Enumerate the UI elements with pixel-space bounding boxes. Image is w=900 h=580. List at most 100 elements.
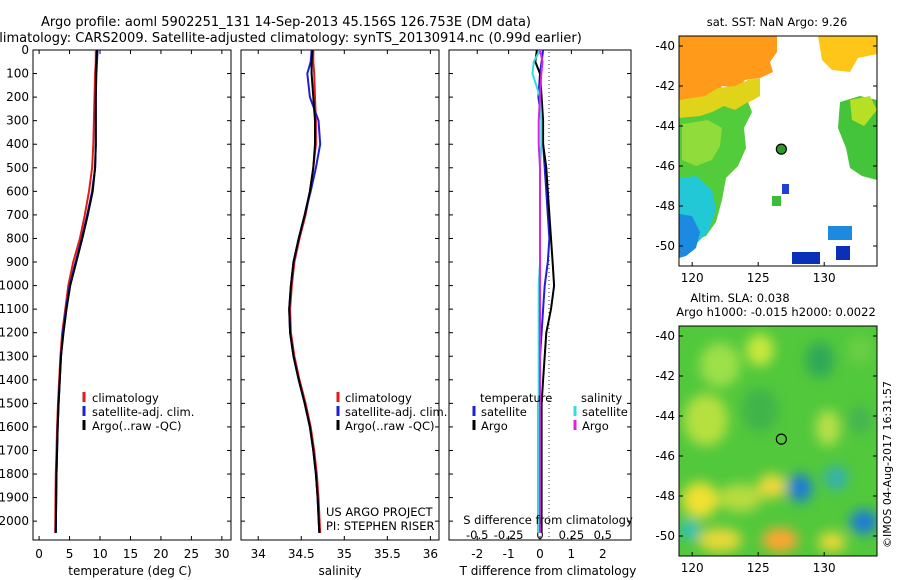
map-x-tick-label: 125 <box>747 271 770 285</box>
legend-title-temperature: temperature <box>480 391 552 405</box>
depth-tick-label: 400 <box>6 137 29 151</box>
map-y-tick-label: -42 <box>655 369 675 383</box>
sla-map-title: Altim. SLA: 0.038 <box>690 291 789 305</box>
salinity-depth-ticks <box>241 49 439 522</box>
sla-blob <box>742 388 778 432</box>
sst-warm-patch-right <box>818 36 877 72</box>
map-x-tick-label: 120 <box>681 561 704 575</box>
x-tick-label: -2 <box>471 547 483 561</box>
sla-blob <box>684 394 728 446</box>
sla-blob <box>758 474 786 498</box>
map-x-tick-label: 125 <box>747 561 770 575</box>
depth-tick-label: 1500 <box>0 396 29 410</box>
argo-position-marker <box>775 143 787 155</box>
map-y-tick-label: -42 <box>655 79 675 93</box>
x-tick-label: 15 <box>123 547 138 561</box>
x-tick-label: 10 <box>92 547 107 561</box>
map-x-tick-label: 120 <box>681 271 704 285</box>
legend-label-satellite: satellite-adj. clim. <box>92 405 194 419</box>
x-tick-label: 5 <box>66 547 74 561</box>
legend-label-s-satellite: satellite <box>582 405 628 419</box>
depth-tick-label: 0 <box>21 43 29 57</box>
sst-pixel-e <box>836 246 850 260</box>
x-tick-label: 0 <box>35 547 43 561</box>
depth-tick-label: 1100 <box>0 302 29 316</box>
map-y-tick-label: -50 <box>655 529 675 543</box>
s-diff-tick-label: 0 <box>536 528 543 542</box>
depth-tick-label: 2000 <box>0 514 29 528</box>
sla-blob <box>824 466 848 490</box>
legend-label-argo: Argo(..raw -QC) <box>92 419 182 433</box>
depth-tick-label: 1900 <box>0 491 29 505</box>
pi-annotation: PI: STEPHEN RISER <box>326 519 435 533</box>
map-y-tick-label: -50 <box>655 239 675 253</box>
sst-pixel-c <box>828 226 852 240</box>
imos-timestamp: ©IMOS 04-Aug-2017 16:31:57 <box>881 381 894 548</box>
sla-blob <box>806 342 834 378</box>
legend-label-climatology: climatology <box>345 391 412 405</box>
map-y-tick-label: -48 <box>655 489 675 503</box>
temperature-xlabel: temperature (deg C) <box>68 564 191 578</box>
sla-blob <box>848 406 872 434</box>
difference-lines <box>531 50 556 533</box>
depth-axis: 0 100 200 300 400 500 600 700 800 900 1000 1100 1200… <box>0 43 231 528</box>
x-tick-label: 0 <box>536 547 544 561</box>
map-x-tick-label: 130 <box>813 561 836 575</box>
depth-tick-label: 1700 <box>0 443 29 457</box>
sla-blobs <box>680 334 877 552</box>
sst-pixel-d <box>792 252 820 264</box>
s-difference-label: S difference from climatology <box>463 513 633 527</box>
sla-blob <box>848 336 872 364</box>
sla-blob <box>682 482 718 518</box>
x-tick-label: 1 <box>568 547 576 561</box>
temperature-legend: climatology satellite-adj. clim. Argo(..… <box>82 391 194 433</box>
sla-blob <box>698 528 742 552</box>
x-tick-label: 34 <box>251 547 266 561</box>
temperature-panel: 0100200300400500600700800900100011001200… <box>0 43 232 578</box>
t-difference-label: T difference from climatology <box>459 564 637 578</box>
legend-title-salinity: salinity <box>581 391 622 405</box>
x-tick-label: 34.5 <box>288 547 315 561</box>
map-y-tick-label: -40 <box>655 329 675 343</box>
s-diff-tick-label: 0.25 <box>559 528 585 542</box>
sla-map-frame <box>678 325 878 557</box>
depth-tick-label: 500 <box>6 161 29 175</box>
legend-label-argo: Argo(..raw -QC) <box>345 419 435 433</box>
project-annotation: US ARGO PROJECT <box>326 505 434 519</box>
difference-legend: temperature satellite Argo salinity sate… <box>472 391 628 433</box>
figure-title-line2: Climatology: CARS2009. Satellite-adjuste… <box>0 31 582 46</box>
x-tick-label: 25 <box>184 547 199 561</box>
sst-light-green <box>682 120 722 166</box>
sst-map-axes: 120 125 130 -40 -42 -44 -46 -48 -50 <box>655 39 877 285</box>
map-x-tick-label: 130 <box>813 271 836 285</box>
sla-blob <box>746 334 774 366</box>
depth-tick-label: 1300 <box>0 349 29 363</box>
depth-tick-label: 1200 <box>0 326 29 340</box>
map-y-tick-label: -40 <box>655 39 675 53</box>
salinity-panel: 34 34.5 35 35.5 36 salinity climatology sate… <box>240 49 447 578</box>
difference-depth-ticks <box>449 49 631 522</box>
depth-tick-label: 1400 <box>0 373 29 387</box>
x-tick-label: 2 <box>599 547 607 561</box>
depth-tick-label: 1800 <box>0 467 29 481</box>
sst-map-title: sat. SST: NaN Argo: 9.26 <box>707 15 848 29</box>
map-y-tick-label: -46 <box>655 449 675 463</box>
salinity-x-axis: 34 34.5 35 35.5 36 <box>251 50 438 561</box>
sla-map-axes: 120 125 130 -40 -42 -44 -46 -48 -50 <box>655 329 877 575</box>
difference-x-axis: -2 -1 0 1 2 -0.5 -0.25 0 0.25 0.5 <box>466 50 612 561</box>
temperature-axes-frame <box>32 49 232 541</box>
sla-field <box>679 326 877 556</box>
x-tick-label: 30 <box>214 547 229 561</box>
sla-blob <box>700 343 740 387</box>
sst-pixel-b <box>772 196 781 206</box>
salinity-xlabel: salinity <box>318 564 361 578</box>
legend-label-satellite: satellite-adj. clim. <box>345 405 447 419</box>
depth-tick-label: 100 <box>6 67 29 81</box>
temperature-lines <box>54 50 99 533</box>
depth-tick-label: 300 <box>6 114 29 128</box>
series-line-t-argo <box>534 50 556 533</box>
series-line-s-argo <box>537 50 544 533</box>
salinity-legend: climatology satellite-adj. clim. Argo(..… <box>336 391 447 433</box>
map-y-tick-label: -44 <box>655 409 675 423</box>
